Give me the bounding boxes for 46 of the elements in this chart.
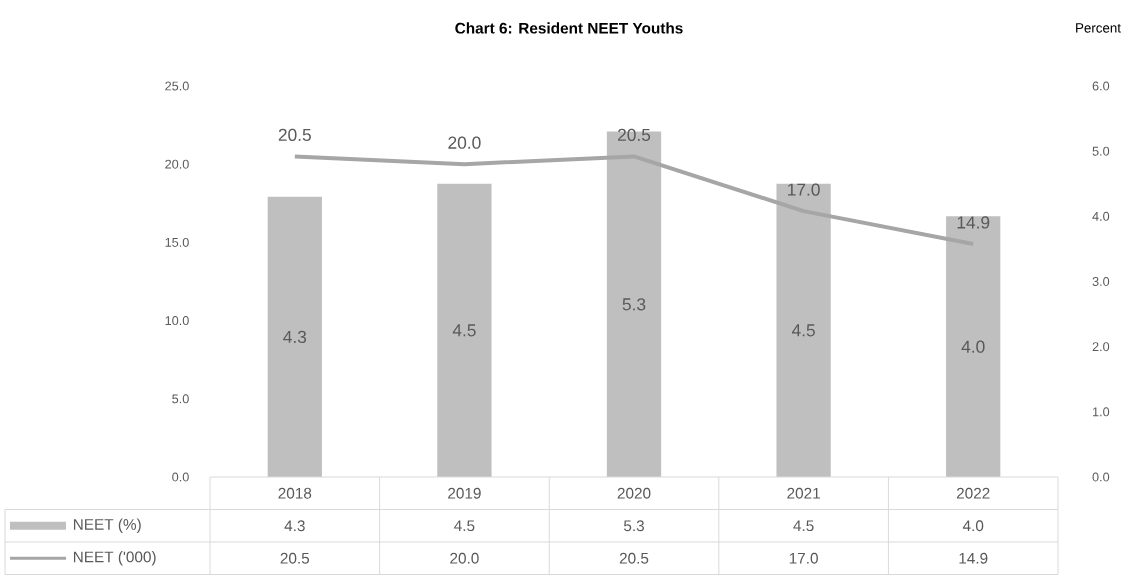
text: 4.3 [283,330,307,344]
text: 4.5 [791,324,815,337]
data-label: 20.5 [280,552,310,564]
y-tick-label: 10.0 [165,316,189,326]
x-tick-label: 2019 [448,487,481,499]
bar [776,183,831,477]
y2-tick-label: 5.0 [1092,146,1110,156]
data-label: 4.0 [962,520,984,532]
text: 20.0 [448,136,481,149]
y-tick-label: 25.0 [165,81,189,91]
text: 20.5 [618,128,651,141]
y2-tick-label: 3.0 [1092,277,1110,286]
y2-tick-label: 6.0 [1092,81,1110,91]
chart-title: Chart 6: Resident NEET Youths [455,22,683,34]
x-tick-label: 2022 [956,487,990,499]
x-tick-label: 2020 [617,487,651,499]
y-tick-label: 20.0 [165,159,189,169]
text: 4.0 [961,340,985,353]
data-label: 4.5 [793,520,814,532]
text: 17.0 [788,183,820,196]
y-tick-label: 15.0 [165,237,189,247]
text: 4.5 [452,324,476,337]
y2-tick-label: 0.0 [1092,472,1110,482]
data-label: 14.9 [959,552,988,564]
y2-tick-label: 2.0 [1092,342,1110,352]
y2-tick-label: 4.0 [1092,211,1110,221]
text: 5.3 [622,298,646,311]
bar [437,183,492,477]
data-label: 4.5 [454,520,475,532]
data-label: 4.3 [284,520,305,532]
legend-label: NEET (%) [73,518,141,533]
x-tick-label: 2021 [787,487,820,499]
x-tick-label: 2018 [278,487,312,499]
y2-axis-title: Percent [1076,23,1121,33]
data-label: 20.5 [619,552,649,564]
data-label: 5.3 [623,520,644,532]
data-label: 20.0 [450,552,479,564]
y-tick-label: 0.0 [172,472,189,482]
y-tick-label: 5.0 [172,394,189,404]
legend-label: NEET ('000) [73,551,156,566]
text: 20.5 [278,128,311,141]
bar [267,196,322,477]
y2-tick-label: 1.0 [1093,407,1110,417]
bar [946,216,1001,477]
text: 14.9 [957,216,990,229]
data-label: 17.0 [789,552,818,564]
